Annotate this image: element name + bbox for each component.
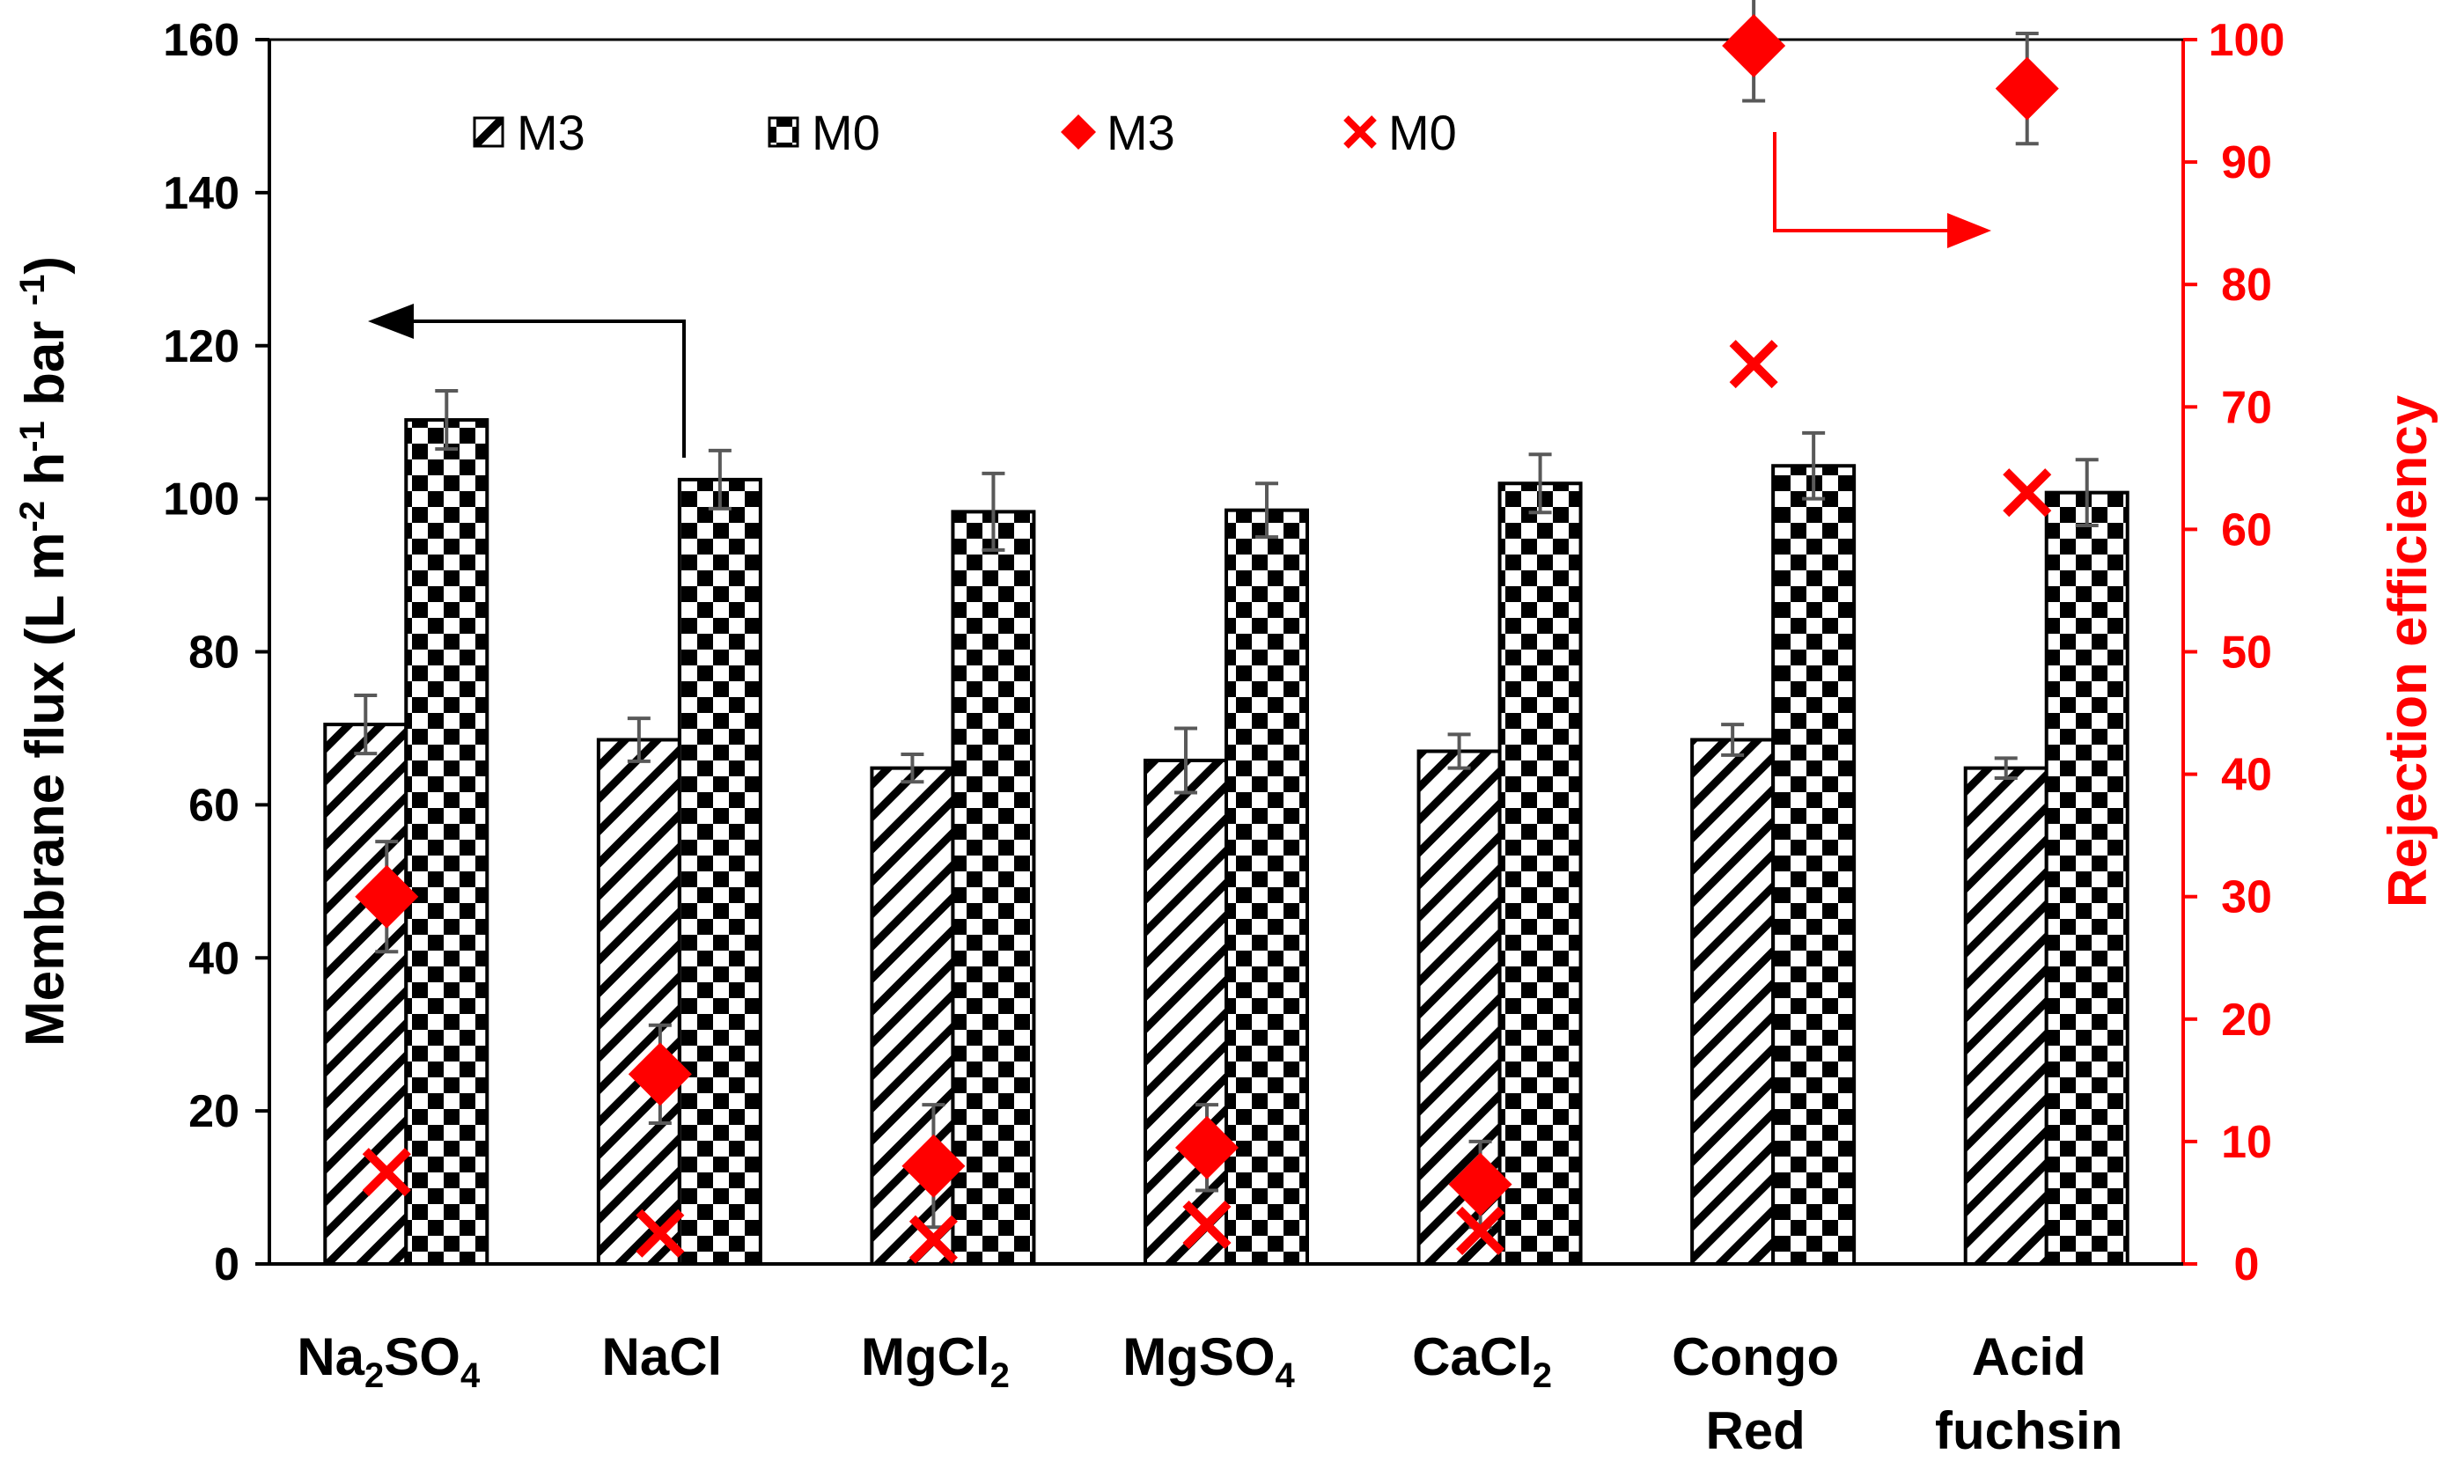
y-tick-label: 40 <box>188 933 239 984</box>
rejection-m3-diamond-2 <box>628 1042 692 1106</box>
bar-m3-6 <box>1690 738 1776 1266</box>
y-axis-title-part: -1 <box>13 275 52 306</box>
annotations-layer <box>368 132 1991 458</box>
y2-tick-label: 50 <box>2221 628 2272 679</box>
bar-m0-7 <box>2044 490 2129 1266</box>
bar-m3-1 <box>323 723 408 1266</box>
x-tick-label-part: CaCl <box>1412 1327 1533 1386</box>
x-tick-label-part: Na <box>297 1327 364 1386</box>
x-tick-label: MgSO4 <box>1122 1327 1295 1395</box>
y2-tick-label: 80 <box>2221 260 2272 311</box>
legend-label: M3 <box>517 105 585 160</box>
rejection-m0-cross-7 <box>2003 468 2052 518</box>
y-axis-title-part: h <box>15 452 76 501</box>
x-tick-label-part: MgSO <box>1122 1327 1275 1386</box>
bar-m0-4 <box>1225 508 1309 1266</box>
y-tick-label: 0 <box>214 1239 239 1290</box>
legend-label: M3 <box>1107 105 1175 160</box>
legend-swatch-diamond <box>1061 114 1096 150</box>
bar-m3-4 <box>1144 758 1228 1266</box>
y2-tick-label: 100 <box>2209 15 2285 66</box>
y2-tick-label: 20 <box>2221 995 2272 1046</box>
y-axis-title-part: -2 <box>13 501 52 533</box>
legend: M3 M0 M3 M0 <box>473 105 1457 160</box>
legend-label: M0 <box>812 105 880 160</box>
x-tick-label-part: 2 <box>990 1356 1010 1395</box>
legend-label: M0 <box>1388 105 1457 160</box>
y-tick-label: 80 <box>188 628 239 679</box>
y-tick-label: 20 <box>188 1086 239 1137</box>
bar-m0-2 <box>677 477 762 1266</box>
legend-swatch-cross <box>1343 115 1377 149</box>
x-tick-label: CaCl2 <box>1412 1327 1552 1395</box>
rejection-m3-diamond-3 <box>901 1134 966 1198</box>
y2-tick-label: 70 <box>2221 382 2272 433</box>
rejection-m3-diamond-1 <box>355 864 419 929</box>
bar-m3-7 <box>1963 766 2048 1266</box>
legend-swatch-hatch <box>473 116 504 148</box>
x-tick-label: MgCl2 <box>861 1327 1010 1395</box>
y2-tick-label: 90 <box>2221 137 2272 188</box>
y2-axis-title: Rejection efficiency <box>2378 394 2438 907</box>
bar-m3-2 <box>596 738 681 1266</box>
rejection-m3-diamond-6 <box>1722 13 1786 77</box>
y-axis-title-part: bar <box>15 305 76 421</box>
bar-m0-1 <box>404 418 489 1267</box>
x-tick-label-part: 4 <box>460 1356 481 1395</box>
bar-m0-5 <box>1497 481 1583 1266</box>
legend-swatch-checker <box>768 116 799 148</box>
y-tick-label: 140 <box>163 168 239 219</box>
x-tick-label-part: fuchsin <box>1935 1401 2122 1460</box>
rejection-m0-cross-1 <box>362 1148 411 1197</box>
axes-layer: 0 20 40 60 80 100 120 140 160 0 10 20 30 40 50 60 70 80 90… <box>13 15 2438 1460</box>
x-tick-label-part: MgCl <box>861 1327 990 1386</box>
rejection-m3-diamond-5 <box>1448 1152 1512 1216</box>
rejection-m0-cross-3 <box>908 1215 958 1264</box>
arrow-left-line <box>414 320 686 458</box>
rejection-m0-cross-4 <box>1182 1200 1232 1250</box>
rejection-m0-cross-6 <box>1729 340 1778 389</box>
bar-m0-6 <box>1771 464 1857 1266</box>
rejection-m3-diamond-7 <box>1995 56 2059 121</box>
y-axis-title: Membrane flux (L m-2 h-1 bar -1) <box>13 256 76 1047</box>
y-axis-title-part: Membrane flux (L m <box>15 532 76 1047</box>
y-tick-label: 160 <box>163 15 239 66</box>
y2-tick-label: 30 <box>2221 872 2272 923</box>
x-tick-label-part: SO <box>384 1327 460 1386</box>
x-tick-label-part: 2 <box>1533 1356 1552 1395</box>
rejection-m3-diamond-4 <box>1175 1115 1239 1179</box>
y-axis-title-part: ) <box>15 256 76 275</box>
y-tick-label: 100 <box>163 474 239 525</box>
y2-tick-label: 0 <box>2234 1239 2260 1290</box>
arrow-right-head <box>1947 213 1991 248</box>
x-tick-label-part: Congo <box>1672 1327 1839 1386</box>
y2-tick-label: 10 <box>2221 1117 2272 1168</box>
y-tick-label: 120 <box>163 321 239 372</box>
x-tick-label-part: NaCl <box>602 1327 723 1386</box>
arrow-right-line <box>1773 132 1950 232</box>
bars-layer <box>323 389 2129 1267</box>
y-axis-title-part: -1 <box>13 421 52 452</box>
rejection-m0-cross-2 <box>636 1209 685 1258</box>
bar-m0-3 <box>951 510 1036 1266</box>
x-tick-label: Na2SO4 <box>297 1327 481 1395</box>
x-tick-label: NaCl <box>602 1327 723 1386</box>
markers-layer <box>355 0 2059 1264</box>
rejection-m0-cross-5 <box>1456 1206 1505 1255</box>
y2-tick-label: 60 <box>2221 504 2272 555</box>
x-tick-label: Acid fuchsin <box>1935 1327 2122 1460</box>
y-tick-label: 60 <box>188 780 239 831</box>
arrow-left-head <box>368 304 414 339</box>
y2-tick-label: 40 <box>2221 750 2272 801</box>
x-tick-label: Congo Red <box>1672 1327 1839 1460</box>
x-tick-label-part: Red <box>1705 1401 1805 1460</box>
x-tick-label-part: 2 <box>364 1356 384 1395</box>
x-tick-label-part: Acid <box>1972 1327 2086 1386</box>
x-tick-label-part: 4 <box>1276 1356 1296 1395</box>
